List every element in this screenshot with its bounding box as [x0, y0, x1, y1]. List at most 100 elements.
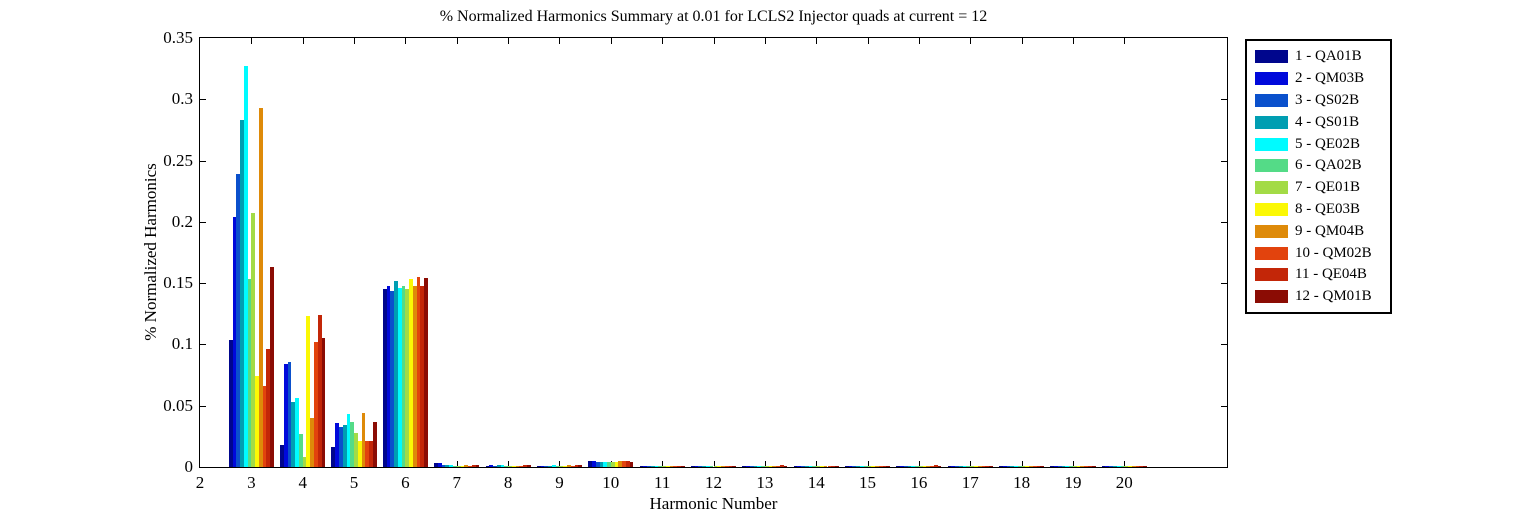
bar [871, 465, 876, 467]
bar [243, 66, 248, 467]
y-tick-label: 0.35 [163, 28, 193, 47]
x-tick-label: 20 [1115, 473, 1133, 492]
bar [424, 278, 428, 467]
legend-item: 9 - QM04B [1247, 220, 1390, 242]
bar [1080, 465, 1085, 467]
bar [1072, 465, 1077, 467]
x-tick-mark-top [405, 38, 407, 44]
bar [306, 316, 311, 467]
x-tick-mark [508, 461, 510, 467]
y-tick-mark-right [1221, 160, 1227, 162]
y-tick-mark [200, 221, 206, 223]
x-tick-mark [1072, 461, 1074, 467]
bar [610, 462, 615, 467]
bar [999, 465, 1003, 467]
bar [639, 465, 644, 467]
bar [922, 465, 927, 467]
bar [966, 465, 971, 467]
bar [1088, 465, 1092, 467]
y-tick-mark-right [1221, 405, 1227, 407]
x-tick-label: 15 [859, 473, 877, 492]
bar [566, 464, 571, 467]
bar [804, 465, 809, 467]
bar [764, 465, 769, 467]
bar [698, 465, 703, 467]
x-tick-label: 2 [195, 473, 205, 492]
bar [456, 465, 461, 467]
bar [918, 465, 923, 467]
bar [540, 465, 545, 467]
bar [365, 441, 370, 467]
bar [236, 174, 241, 467]
bar [1124, 465, 1129, 467]
bar [1120, 465, 1125, 467]
x-tick-mark [970, 461, 972, 467]
x-tick-mark [713, 461, 715, 467]
bar [1032, 465, 1037, 467]
legend-swatch [1255, 246, 1288, 260]
bar [574, 464, 579, 467]
x-tick-mark-top [918, 38, 920, 44]
bar [757, 465, 762, 467]
bar [420, 285, 425, 467]
bar [240, 120, 244, 467]
x-tick-mark-top [559, 38, 561, 44]
bar [1025, 465, 1030, 467]
bar [1040, 465, 1045, 467]
bar [776, 465, 780, 467]
x-tick-mark-top [251, 38, 253, 44]
bar [1139, 465, 1144, 467]
x-tick-label: 8 [503, 473, 513, 492]
y-tick-label: 0.3 [171, 89, 193, 109]
x-tick-mark [662, 461, 664, 467]
bar [354, 432, 358, 467]
legend-label: 1 - QA01B [1295, 48, 1362, 65]
bar [886, 465, 891, 467]
bar [405, 289, 410, 467]
bar [882, 465, 887, 467]
bar [937, 465, 942, 467]
x-tick-label: 11 [653, 473, 671, 492]
x-tick-mark-top [610, 38, 612, 44]
bar [591, 460, 596, 467]
bar [544, 465, 549, 467]
x-tick-mark-top [508, 38, 510, 44]
bar [915, 465, 919, 467]
x-tick-label: 6 [401, 473, 410, 492]
bar [878, 465, 883, 467]
bar [1109, 465, 1113, 467]
legend-item: 5 - QE02B [1247, 133, 1390, 155]
bar [835, 465, 839, 467]
bar [555, 465, 560, 467]
x-tick-label: 3 [247, 473, 256, 492]
x-tick-label: 19 [1064, 473, 1082, 492]
y-tick-label: 0.05 [163, 395, 193, 415]
bar [1084, 465, 1089, 467]
bar [911, 465, 916, 467]
bar [515, 465, 520, 467]
legend-item: 1 - QA01B [1247, 46, 1390, 68]
legend-item: 8 - QE03B [1247, 199, 1390, 221]
bar [989, 465, 993, 467]
legend-swatch [1255, 93, 1288, 107]
bar [1057, 465, 1062, 467]
bar [412, 285, 417, 467]
bar [464, 464, 469, 467]
legend-label: 5 - QE02B [1295, 135, 1360, 152]
x-tick-mark [918, 461, 920, 467]
legend-item: 3 - QS02B [1247, 90, 1390, 112]
bar [441, 464, 446, 467]
bar [831, 465, 836, 467]
bar [262, 386, 267, 467]
bar [369, 441, 373, 467]
y-tick-label: 0.2 [171, 211, 193, 231]
bar [761, 465, 765, 467]
legend-swatch [1255, 202, 1288, 216]
bar [783, 465, 788, 467]
bar [588, 460, 592, 467]
bar [844, 465, 849, 467]
legend-label: 3 - QS02B [1295, 91, 1360, 108]
bar [342, 425, 347, 467]
legend-swatch [1255, 115, 1288, 129]
